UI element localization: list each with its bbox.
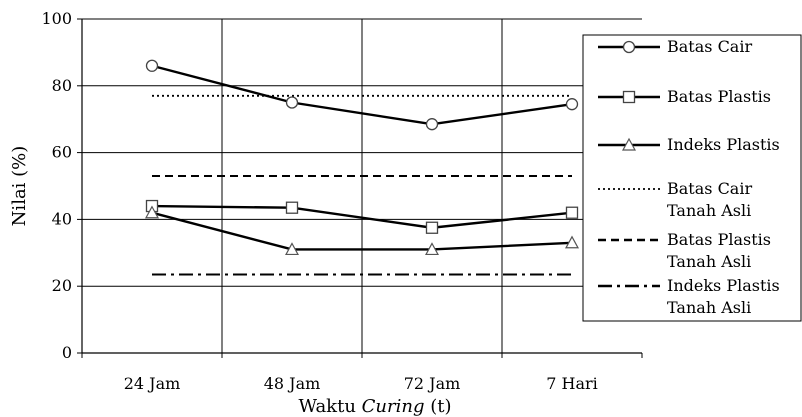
series-3-point-4 — [564, 235, 580, 249]
y-tick-label-20: 20 — [52, 276, 72, 295]
series-1 — [145, 59, 579, 131]
series-3-point-2 — [284, 242, 300, 256]
legend-marker-1 — [622, 40, 636, 54]
series-3-point-1 — [144, 205, 160, 219]
x-tick-label-3: 72 Jam — [404, 374, 461, 393]
series-1-point-3 — [425, 118, 439, 131]
y-axis-title: Nilai (%) — [9, 146, 30, 227]
legend-box — [582, 34, 802, 322]
legend-label-2: Batas Plastis — [667, 87, 771, 106]
legend-label-6: Indeks Plastis Tanah Asli — [667, 276, 780, 317]
x-axis-title-prefix: Waktu — [299, 396, 362, 417]
series-group — [144, 59, 580, 276]
series-1-point-2 — [285, 96, 299, 109]
series-1-point-4 — [565, 98, 579, 111]
series-line-2 — [151, 204, 573, 229]
legend-marker-2 — [622, 90, 636, 104]
x-tick-label-1: 24 Jam — [124, 374, 181, 393]
legend-label-4: Batas Cair Tanah Asli — [667, 179, 752, 220]
series-1-point-1 — [145, 59, 159, 72]
x-axis-title: Waktu Curing (t) — [299, 396, 452, 417]
y-tick-label-60: 60 — [52, 143, 72, 162]
series-line-3 — [151, 211, 573, 251]
y-tick-label-40: 40 — [52, 209, 72, 228]
series-3 — [144, 205, 580, 256]
series-2-point-4 — [565, 206, 579, 219]
y-tick-label-0: 0 — [62, 343, 72, 362]
series-line-1 — [151, 64, 573, 126]
legend-marker-3 — [621, 137, 637, 151]
legend-label-3: Indeks Plastis — [667, 135, 780, 154]
x-tick-label-2: 48 Jam — [264, 374, 321, 393]
x-axis-title-suffix: (t) — [424, 396, 451, 417]
y-tick-label-80: 80 — [52, 76, 72, 95]
legend-label-5: Batas Plastis Tanah Asli — [667, 230, 771, 271]
x-tick-label-4: 7 Hari — [546, 374, 598, 393]
legend-label-1: Batas Cair — [667, 37, 752, 56]
series-2-point-2 — [285, 201, 299, 214]
x-axis-title-italic: Curing — [362, 396, 425, 417]
legend: Batas Cair Batas Plastis Indeks Plastis Bat… — [582, 34, 802, 322]
y-tick-label-100: 100 — [41, 9, 72, 28]
series-2-point-3 — [425, 221, 439, 234]
series-3-point-3 — [424, 242, 440, 256]
axes: 0 20 40 60 80 100 24 Jam 48 Jam 72 Jam 7 Hari — [41, 9, 643, 393]
